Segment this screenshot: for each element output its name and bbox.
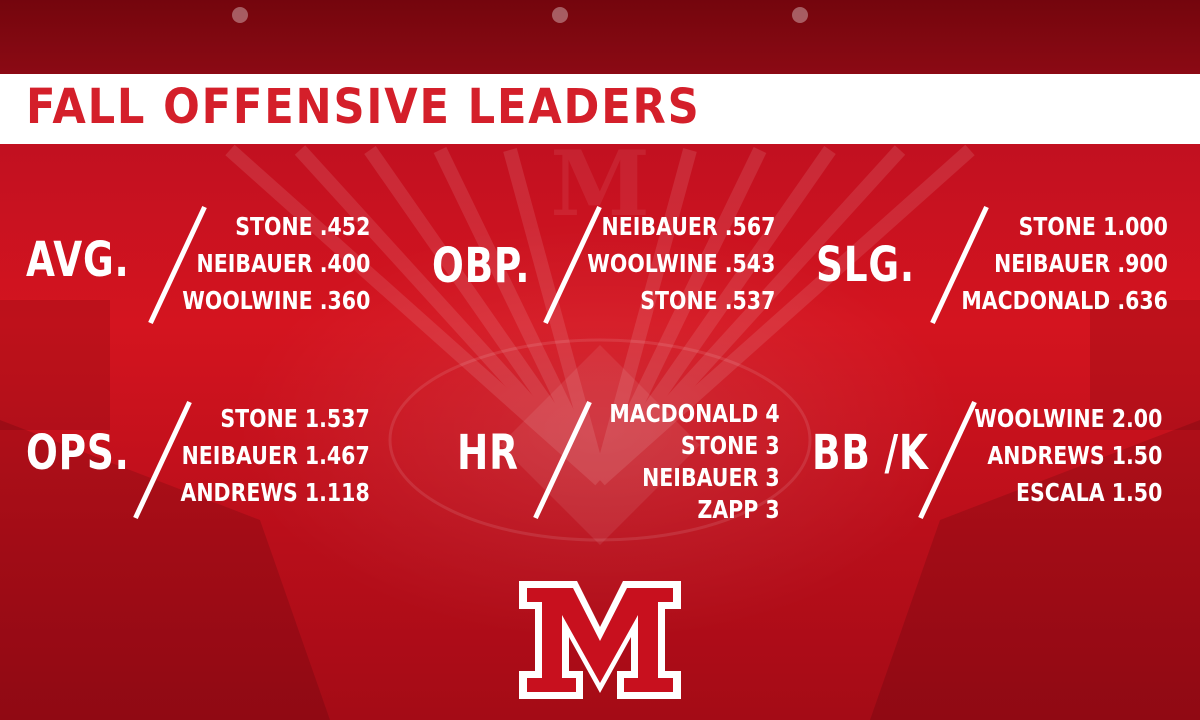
leader-entry: NEIBAUER .567: [601, 212, 775, 241]
category-bbk-leaders: WOOLWINE 2.00 ANDREWS 1.50 ESCALA 1.50: [974, 400, 1162, 511]
category-ops-label: OPS.: [26, 425, 130, 481]
category-avg-label: AVG.: [26, 232, 130, 288]
leader-entry: NEIBAUER 3: [642, 463, 780, 492]
category-avg-leaders: STONE .452 NEIBAUER .400 WOOLWINE .360: [182, 208, 370, 319]
category-obp-label: OBP.: [432, 238, 531, 294]
category-slg-label: SLG.: [816, 237, 915, 293]
leader-entry: WOOLWINE .543: [586, 249, 775, 278]
leader-entry: MACDONALD 4: [609, 399, 780, 428]
category-hr-leaders: MACDONALD 4 STONE 3 NEIBAUER 3 ZAPP 3: [610, 398, 780, 526]
leader-entry: NEIBAUER .400: [196, 249, 370, 278]
category-obp-leaders: NEIBAUER .567 WOOLWINE .543 STONE .537: [587, 208, 775, 319]
svg-text:M: M: [550, 131, 650, 237]
category-bbk-label: BB /K: [812, 425, 929, 481]
leader-entry: NEIBAUER .900: [994, 249, 1168, 278]
leader-entry: ANDREWS 1.118: [180, 478, 370, 507]
title-banner: [0, 74, 1200, 144]
leader-entry: NEIBAUER 1.467: [181, 441, 370, 470]
leader-entry: STONE 1.537: [220, 404, 370, 433]
leader-entry: STONE .537: [639, 286, 775, 315]
leader-entry: STONE .452: [234, 212, 370, 241]
leader-entry: WOOLWINE 2.00: [973, 404, 1162, 433]
category-hr-label: HR: [457, 425, 519, 481]
leader-entry: WOOLWINE .360: [181, 286, 370, 315]
miami-m-logo-icon: [519, 581, 681, 699]
leader-entry: STONE 3: [681, 431, 780, 460]
leader-entry: MACDONALD .636: [961, 286, 1168, 315]
leader-entry: ANDREWS 1.50: [987, 441, 1162, 470]
leader-entry: ZAPP 3: [697, 495, 780, 524]
category-ops-leaders: STONE 1.537 NEIBAUER 1.467 ANDREWS 1.118: [181, 400, 370, 511]
leader-entry: ESCALA 1.50: [1015, 478, 1162, 507]
category-slg-leaders: STONE 1.000 NEIBAUER .900 MACDONALD .636: [961, 208, 1168, 319]
page-title: FALL OFFENSIVE LEADERS: [26, 79, 701, 135]
leader-entry: STONE 1.000: [1018, 212, 1168, 241]
